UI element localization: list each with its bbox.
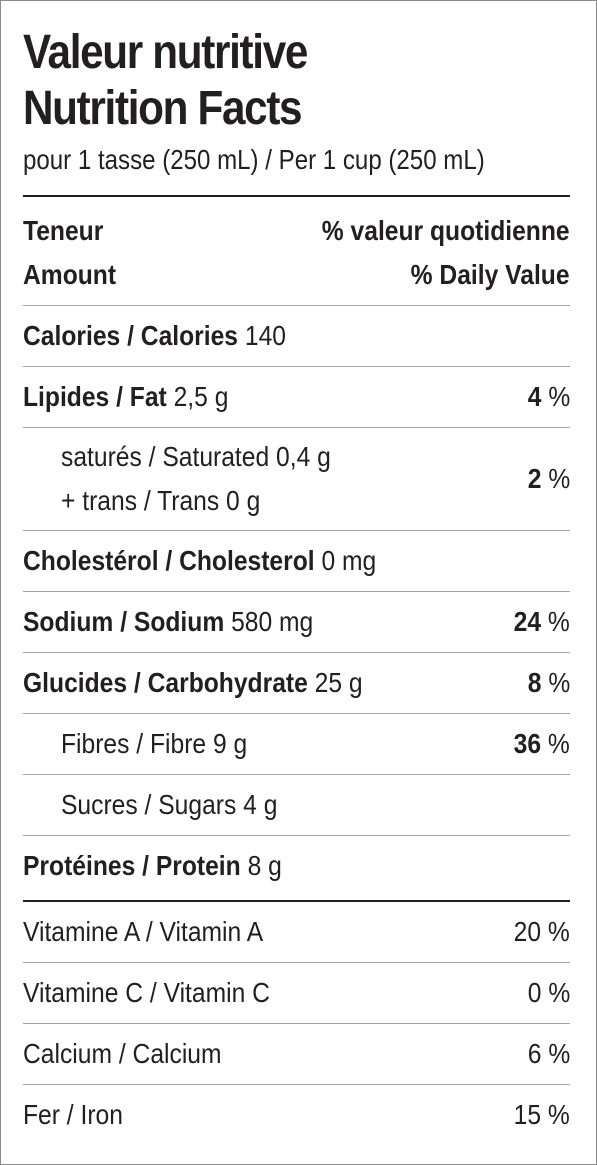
amount-header-fr: Teneur — [23, 215, 104, 246]
fibre-dv-unit: % — [541, 728, 570, 759]
iron-dv: 15 % — [513, 1099, 570, 1130]
row-fat: Lipides / Fat 2,5 g 4 % — [23, 367, 570, 427]
fat-dv-unit: % — [541, 381, 570, 412]
saturated-label: saturés / Saturated — [61, 441, 270, 472]
vitamin-divider — [23, 900, 570, 902]
carbohydrate-dv-unit: % — [541, 667, 570, 698]
protein-label: Protéines / Protein — [23, 850, 241, 881]
sodium-dv-number: 24 — [513, 606, 542, 637]
divider — [23, 962, 570, 963]
sat-trans-dv: 2 % — [528, 463, 570, 495]
carbohydrate-dv-number: 8 — [527, 667, 542, 698]
fat-amount: 2,5 g — [173, 381, 229, 412]
dv-header-fr: % valeur quotidienne — [322, 215, 570, 246]
vitamin-a-label: Vitamine A / Vitamin A — [23, 916, 264, 947]
divider — [23, 774, 570, 775]
fat-dv-number: 4 — [527, 381, 542, 412]
fibre-text: Fibres / Fibre 9 g — [61, 728, 247, 760]
row-carbohydrate: Glucides / Carbohydrate 25 g 8 % — [23, 653, 570, 713]
column-header: Teneur Amount % valeur quotidienne % Dai… — [23, 197, 570, 305]
row-iron: Fer / Iron 15 % — [23, 1085, 570, 1145]
saturated-line: saturés / Saturated 0,4 g — [61, 435, 331, 479]
sodium-amount: 580 mg — [231, 606, 314, 637]
divider — [23, 713, 570, 714]
calories-value: 140 — [244, 320, 286, 351]
serving-size: pour 1 tasse (250 mL) / Per 1 cup (250 m… — [23, 144, 485, 175]
divider — [23, 835, 570, 836]
vitamin-c-dv: 0 % — [527, 977, 570, 1008]
divider — [23, 530, 570, 531]
row-vitamin-c: Vitamine C / Vitamin C 0 % — [23, 963, 570, 1023]
row-saturated-trans: saturés / Saturated 0,4 g + trans / Tran… — [23, 428, 570, 530]
trans-amount: 0 g — [226, 485, 261, 516]
protein-text: Protéines / Protein 8 g — [23, 850, 282, 882]
row-cholesterol: Cholestérol / Cholesterol 0 mg — [23, 531, 570, 591]
sodium-text: Sodium / Sodium 580 mg — [23, 606, 313, 638]
cholesterol-text: Cholestérol / Cholesterol 0 mg — [23, 545, 376, 577]
saturated-amount: 0,4 g — [276, 441, 331, 472]
row-vitamin-a: Vitamine A / Vitamin A 20 % — [23, 902, 570, 962]
row-fibre: Fibres / Fibre 9 g 36 % — [23, 714, 570, 774]
fat-label: Lipides / Fat — [23, 381, 167, 412]
sat-trans-text: saturés / Saturated 0,4 g + trans / Tran… — [61, 435, 331, 523]
sodium-dv: 24 % — [514, 606, 570, 638]
calories-label: Calories / Calories — [23, 320, 239, 351]
vitamin-a-dv: 20 % — [513, 916, 570, 947]
fibre-dv: 36 % — [514, 728, 570, 760]
carbohydrate-amount: 25 g — [314, 667, 363, 698]
row-calcium: Calcium / Calcium 6 % — [23, 1024, 570, 1084]
cholesterol-label: Cholestérol / Cholesterol — [23, 545, 315, 576]
carbohydrate-dv: 8 % — [528, 667, 570, 699]
title-english: Nutrition Facts — [23, 82, 303, 135]
trans-label: + trans / Trans — [61, 485, 220, 516]
fibre-label: Fibres / Fibre — [61, 728, 207, 759]
fibre-amount: 9 g — [212, 728, 248, 759]
calories-text: Calories / Calories 140 — [23, 320, 286, 352]
sodium-label: Sodium / Sodium — [23, 606, 225, 637]
header-divider — [23, 195, 570, 197]
vitamin-c-label: Vitamine C / Vitamin C — [23, 977, 270, 1008]
carbohydrate-label: Glucides / Carbohydrate — [23, 667, 308, 698]
fat-text: Lipides / Fat 2,5 g — [23, 381, 228, 413]
title-french: Valeur nutritive — [23, 26, 308, 79]
protein-amount: 8 g — [247, 850, 282, 881]
sat-trans-dv-unit: % — [541, 463, 570, 494]
trans-line: + trans / Trans 0 g — [61, 479, 331, 523]
row-sugars: Sucres / Sugars 4 g — [23, 775, 570, 835]
sat-trans-dv-number: 2 — [527, 463, 542, 494]
fat-dv: 4 % — [528, 381, 570, 413]
divider — [23, 591, 570, 592]
divider — [23, 652, 570, 653]
calcium-dv: 6 % — [527, 1038, 570, 1069]
row-protein: Protéines / Protein 8 g — [23, 836, 570, 896]
dv-header-en: % Daily Value — [411, 259, 570, 290]
sodium-dv-unit: % — [541, 606, 570, 637]
sugars-label: Sucres / Sugars — [61, 789, 237, 820]
iron-label: Fer / Iron — [23, 1099, 123, 1130]
row-calories: Calories / Calories 140 — [23, 306, 570, 366]
amount-header-en: Amount — [23, 259, 117, 290]
cholesterol-amount: 0 mg — [321, 545, 377, 576]
sugars-text: Sucres / Sugars 4 g — [61, 789, 277, 821]
divider — [23, 305, 570, 306]
divider — [23, 1084, 570, 1085]
row-sodium: Sodium / Sodium 580 mg 24 % — [23, 592, 570, 652]
calcium-label: Calcium / Calcium — [23, 1038, 222, 1069]
sugars-amount: 4 g — [243, 789, 278, 820]
fibre-dv-number: 36 — [513, 728, 542, 759]
carbohydrate-text: Glucides / Carbohydrate 25 g — [23, 667, 363, 699]
divider — [23, 427, 570, 428]
divider — [23, 1023, 570, 1024]
divider — [23, 366, 570, 367]
